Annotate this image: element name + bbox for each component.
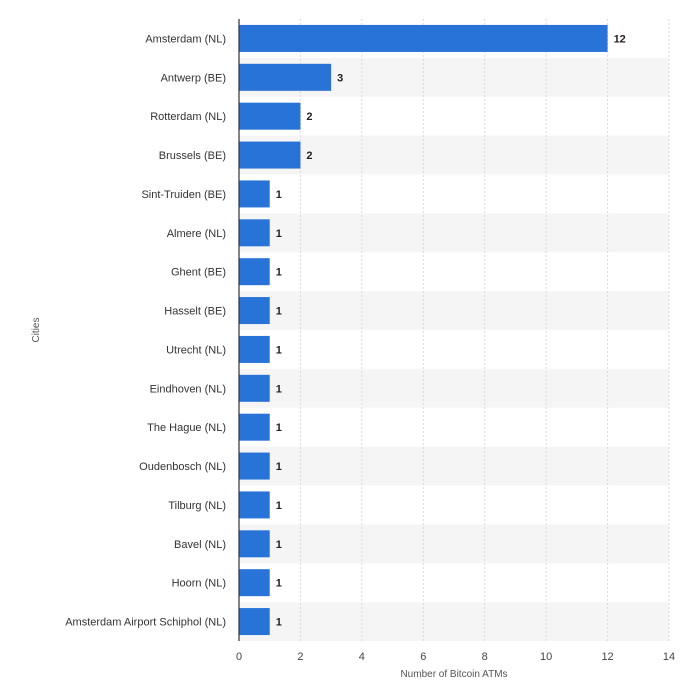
category-label: Rotterdam (NL) (150, 111, 226, 123)
row-band (239, 291, 669, 330)
category-label: Ghent (BE) (171, 267, 226, 279)
x-tick-label: 4 (359, 651, 365, 663)
category-label: Sint-Truiden (BE) (141, 189, 226, 201)
bar (239, 102, 301, 130)
category-label: Antwerp (BE) (161, 72, 226, 84)
bar (239, 608, 270, 636)
data-label: 1 (276, 383, 282, 395)
bar (239, 452, 270, 480)
row-band (239, 213, 669, 253)
x-tick-label: 8 (482, 651, 488, 663)
bar (239, 258, 270, 286)
x-tick-labels: 0 2 4 6 8 10 12 14 (236, 651, 675, 663)
data-labels: 12 3 2 2 1 1 1 1 1 1 1 1 1 1 1 1 (276, 33, 626, 628)
category-label: Almere (NL) (167, 228, 226, 240)
x-tick-label: 14 (663, 651, 675, 663)
category-label: Amsterdam Airport Schiphol (NL) (65, 617, 226, 629)
row-bands (239, 57, 669, 641)
x-tick-label: 12 (601, 651, 613, 663)
data-label: 1 (276, 461, 282, 473)
x-tick-label: 10 (540, 651, 552, 663)
row-band (239, 446, 669, 486)
data-label: 1 (276, 617, 282, 629)
bar (239, 569, 270, 597)
category-label: Hoorn (NL) (172, 578, 226, 590)
bar (239, 491, 270, 519)
category-label: Tilburg (NL) (168, 500, 226, 512)
row-band (239, 602, 669, 641)
data-label: 12 (614, 33, 626, 45)
category-label: Bavel (NL) (174, 539, 226, 551)
bar (239, 530, 270, 558)
data-label: 1 (276, 539, 282, 551)
data-label: 1 (276, 189, 282, 201)
category-labels: Amsterdam (NL) Antwerp (BE) Rotterdam (NL)… (65, 33, 226, 628)
data-label: 1 (276, 422, 282, 434)
bars (239, 24, 608, 636)
data-label: 1 (276, 306, 282, 318)
bar (239, 141, 301, 169)
category-label: The Hague (NL) (147, 422, 226, 434)
category-label: Eindhoven (NL) (150, 383, 226, 395)
bar (239, 180, 270, 208)
category-label: Oudenbosch (NL) (139, 461, 226, 473)
data-label: 1 (276, 578, 282, 590)
data-label: 1 (276, 228, 282, 240)
data-label: 1 (276, 500, 282, 512)
category-label: Amsterdam (NL) (145, 33, 226, 45)
bar (239, 374, 270, 402)
data-label: 2 (306, 111, 312, 123)
bar (239, 24, 608, 52)
row-band (239, 368, 669, 408)
data-label: 1 (276, 344, 282, 356)
data-label: 3 (337, 72, 343, 84)
category-label: Utrecht (NL) (166, 344, 226, 356)
x-tick-label: 6 (420, 651, 426, 663)
row-band (239, 524, 669, 564)
y-axis-title: Cities (31, 317, 42, 342)
row-band (239, 135, 669, 175)
bar (239, 413, 270, 441)
bar (239, 297, 270, 325)
bar (239, 63, 332, 91)
bar (239, 335, 270, 363)
category-label: Hasselt (BE) (164, 306, 226, 318)
x-tick-label: 0 (236, 651, 242, 663)
data-label: 2 (306, 150, 312, 162)
data-label: 1 (276, 267, 282, 279)
category-label: Brussels (BE) (159, 150, 226, 162)
bar (239, 219, 270, 247)
x-axis-title: Number of Bitcoin ATMs (400, 669, 507, 680)
x-tick-label: 2 (297, 651, 303, 663)
